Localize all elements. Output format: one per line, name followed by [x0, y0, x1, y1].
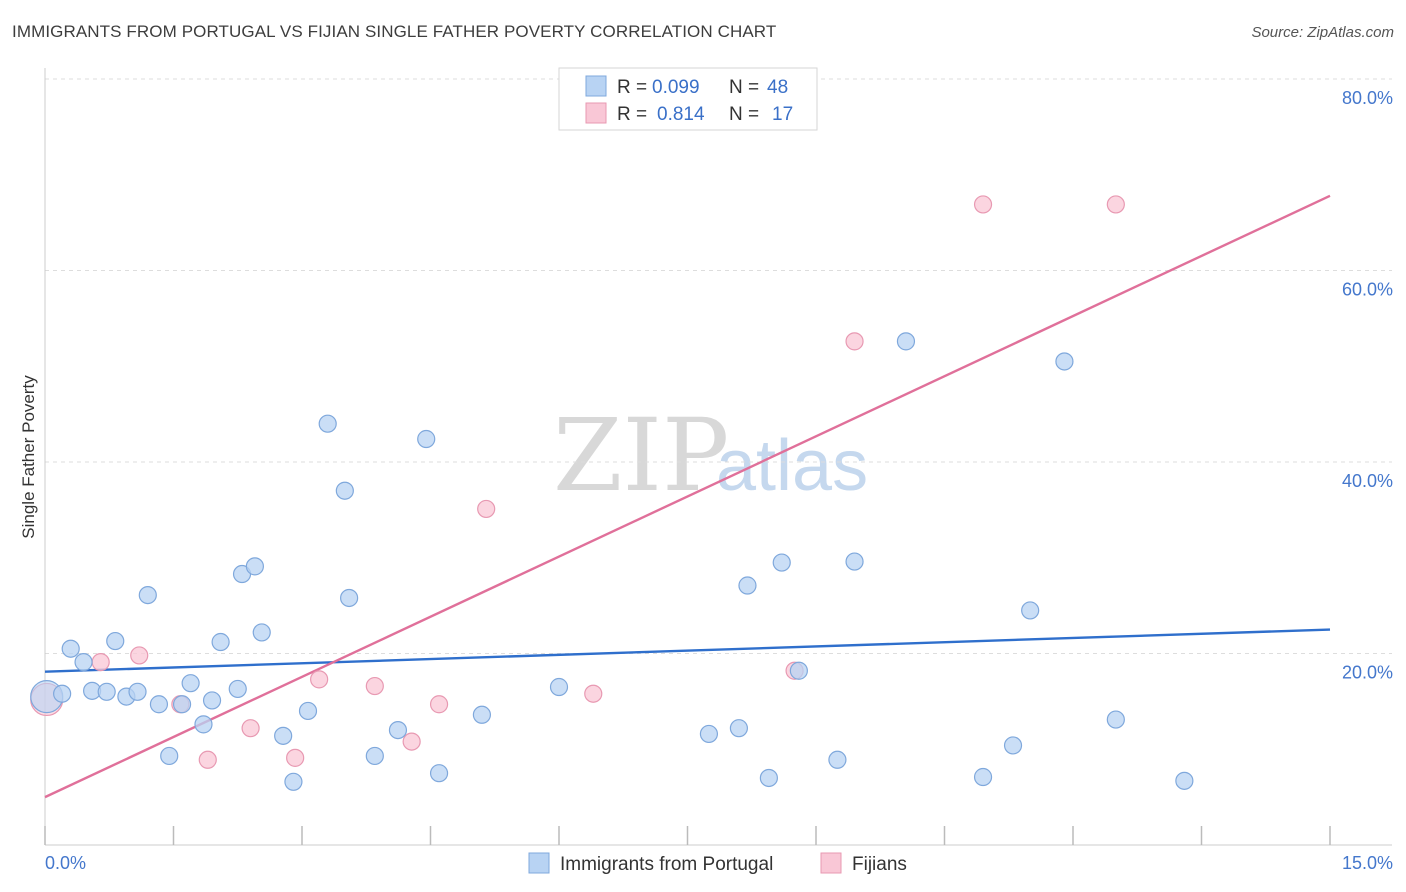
x-tick-marks [44, 826, 1331, 845]
legend-n-label-2: N = [729, 104, 759, 125]
portugal-point-23 [298, 701, 318, 721]
legend-n-value-1: 48 [767, 77, 788, 98]
portugal-point-13 [181, 674, 200, 693]
portugal-point-43 [1003, 736, 1023, 755]
portugal-point-37 [772, 553, 791, 572]
portugal-point-47 [1175, 771, 1194, 790]
fijians-point-8 [365, 676, 384, 696]
legend-r-label-1: R = [617, 77, 647, 98]
fijians-point-11 [477, 499, 496, 519]
source-label: Source: ZipAtlas.com [1251, 24, 1394, 41]
portugal-point-11 [160, 746, 179, 766]
portugal-point-36 [759, 768, 778, 788]
series-legend-label-fijians: Fijians [852, 854, 907, 875]
legend-r-value-1: 0.099 [652, 77, 700, 98]
portugal-point-8 [128, 682, 147, 701]
portugal-point-22 [284, 772, 303, 791]
portugal-point-17 [228, 679, 247, 699]
fijians-point-14 [845, 332, 864, 351]
portugal-point-26 [340, 588, 359, 608]
fijians-point-2 [130, 646, 149, 665]
portugal-point-24 [318, 414, 337, 433]
trend-layer [44, 194, 1331, 799]
portugal-point-3 [74, 653, 93, 672]
fijians-point-4 [198, 750, 217, 769]
portugal-point-45 [1055, 352, 1074, 371]
portugal-point-44 [1021, 601, 1040, 620]
points-layer [30, 195, 1194, 791]
series-legend: Immigrants from Portugal Fijians [528, 852, 907, 875]
legend-n-value-2: 17 [772, 104, 793, 125]
trend-line-portugal [44, 628, 1331, 673]
portugal-point-12 [172, 695, 192, 714]
legend-r-value-2: 0.814 [657, 104, 705, 125]
portugal-point-33 [699, 724, 719, 744]
y-tick-label-40: 40.0% [1342, 471, 1393, 491]
portugal-point-31 [472, 705, 491, 724]
x-tick-label-min: 0.0% [45, 853, 86, 873]
x-tick-label-max: 15.0% [1342, 853, 1393, 873]
y-tick-label-60: 60.0% [1342, 280, 1393, 300]
portugal-point-21 [274, 726, 293, 745]
portugal-point-15 [202, 691, 222, 710]
portugal-point-20 [252, 623, 271, 642]
fijians-point-7 [310, 670, 329, 689]
portugal-point-32 [549, 677, 569, 697]
fijians-point-10 [429, 695, 449, 714]
trend-line-fijians [44, 194, 1331, 799]
correlation-legend: R = 0.099 N = 48 R = 0.814 N = 17 [558, 67, 818, 131]
portugal-point-28 [388, 720, 408, 740]
fijians-point-9 [402, 732, 421, 751]
portugal-point-29 [417, 429, 436, 449]
y-tick-labels: 20.0% 40.0% 60.0% 80.0% [1342, 88, 1393, 683]
portugal-point-14 [194, 715, 213, 734]
portugal-point-30 [429, 764, 449, 783]
portugal-point-1 [53, 684, 72, 703]
y-tick-label-20: 20.0% [1342, 663, 1393, 683]
y-axis-title: Single Father Poverty [19, 375, 38, 539]
fijians-point-15 [973, 195, 993, 214]
series-legend-blue-swatch [528, 852, 550, 874]
portugal-point-42 [973, 767, 993, 787]
portugal-point-16 [211, 632, 230, 652]
fijians-point-1 [91, 653, 110, 672]
portugal-point-46 [1106, 710, 1125, 729]
legend-n-label-1: N = [729, 77, 759, 98]
portugal-point-40 [845, 552, 864, 571]
portugal-point-35 [738, 576, 757, 595]
portugal-point-41 [896, 332, 916, 351]
fijians-point-12 [584, 684, 603, 703]
y-tick-label-80: 80.0% [1342, 88, 1393, 108]
fijians-point-6 [286, 748, 305, 767]
fijians-point-5 [241, 719, 260, 738]
portugal-point-19 [245, 557, 264, 576]
portugal-point-5 [97, 682, 116, 701]
portugal-point-27 [365, 746, 384, 766]
chart-title: IMMIGRANTS FROM PORTUGAL VS FIJIAN SINGL… [12, 22, 777, 41]
watermark-atlas: atlas [716, 426, 868, 506]
portugal-point-10 [149, 695, 169, 714]
legend-blue-swatch [585, 75, 607, 97]
portugal-point-25 [335, 481, 354, 500]
series-legend-label-portugal: Immigrants from Portugal [560, 854, 773, 875]
portugal-point-2 [61, 639, 80, 658]
watermark-zip: ZIP [553, 397, 729, 514]
legend-r-label-2: R = [617, 104, 647, 125]
series-legend-pink-swatch [820, 852, 842, 874]
portugal-point-38 [789, 661, 808, 680]
legend-pink-swatch [585, 102, 607, 124]
fijians-point-16 [1106, 195, 1125, 214]
portugal-point-9 [138, 585, 157, 605]
portugal-point-39 [828, 750, 847, 769]
portugal-point-6 [106, 631, 125, 651]
portugal-point-34 [729, 719, 749, 738]
